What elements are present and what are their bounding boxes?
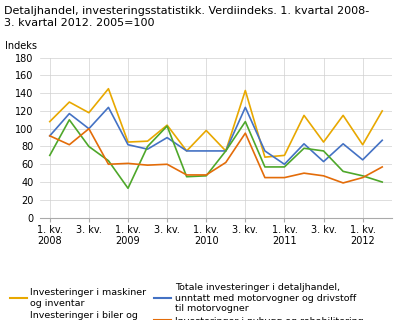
- Text: Detaljhandel, investeringsstatistikk. Verdiindeks. 1. kvartal 2008-
3. kvartal 2: Detaljhandel, investeringsstatistikk. Ve…: [4, 6, 369, 28]
- Text: Indeks: Indeks: [5, 41, 37, 51]
- Legend: Investeringer i maskiner
og inventar, Investeringer i biler og
transportmidler, : Investeringer i maskiner og inventar, In…: [10, 283, 363, 320]
